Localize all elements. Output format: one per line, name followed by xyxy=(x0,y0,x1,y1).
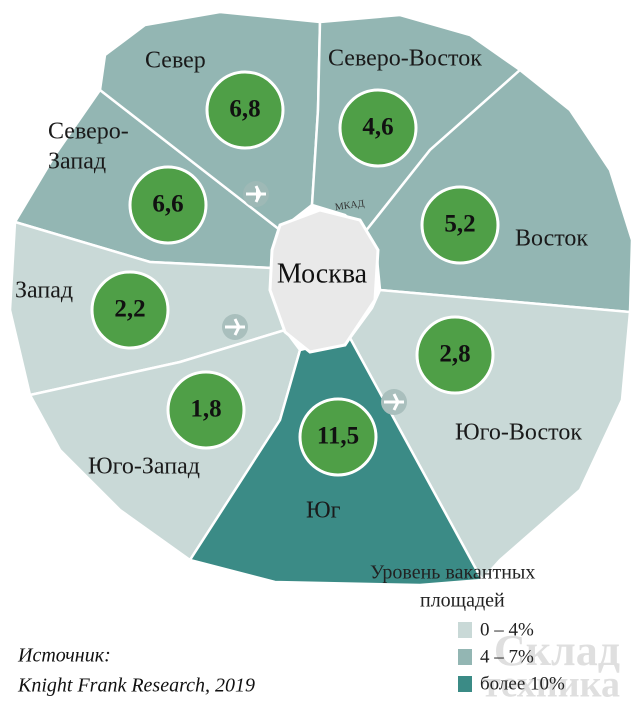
legend-swatch xyxy=(458,622,472,638)
district-value: 1,8 xyxy=(190,396,221,423)
value-circle xyxy=(420,185,500,265)
district-name: Восток xyxy=(515,226,588,252)
legend-title: площадей xyxy=(420,590,505,612)
legend-label: более 10% xyxy=(480,673,565,694)
value-circle xyxy=(298,397,378,477)
legend-label: 4 – 7% xyxy=(480,646,534,667)
district-name: Север xyxy=(145,48,206,74)
airports xyxy=(222,181,407,415)
value-circle xyxy=(205,70,285,150)
value-circle xyxy=(90,270,170,350)
source: Knight Frank Research, 2019 xyxy=(17,675,255,697)
district-name: Юго-Запад xyxy=(88,454,200,480)
ring-road-label: МКАД xyxy=(334,198,365,213)
legend-title: Уровень вакантных xyxy=(370,562,535,584)
district-name: Северо-Восток xyxy=(328,46,482,72)
watermark: Склад xyxy=(494,626,620,675)
airport-icon xyxy=(225,318,245,336)
value-circle xyxy=(166,370,246,450)
legend-swatch xyxy=(458,649,472,665)
district-name: Запад xyxy=(48,149,106,175)
district-value: 4,6 xyxy=(362,114,393,141)
district-name: Юг xyxy=(306,498,341,524)
district-value: 2,8 xyxy=(439,341,470,368)
source: Источник: xyxy=(17,645,111,667)
value-circle xyxy=(338,88,418,168)
legend: 0 – 4% 4 – 7% более 10% xyxy=(458,619,565,694)
district-name: Северо- xyxy=(48,119,129,145)
district-name: Юго-Восток xyxy=(455,420,582,446)
district-value: 6,6 xyxy=(152,191,183,218)
region-moskva xyxy=(268,208,380,354)
district-value: 2,2 xyxy=(114,296,145,323)
center-label: Москва xyxy=(277,258,368,289)
district-name: Запад xyxy=(15,278,73,304)
district-value: 6,8 xyxy=(229,96,260,123)
legend-swatch xyxy=(458,676,472,692)
value-circle xyxy=(415,315,495,395)
watermark: техника xyxy=(482,664,620,706)
legend-label: 0 – 4% xyxy=(480,619,534,640)
district-value: 11,5 xyxy=(317,423,359,450)
airport-icon xyxy=(246,185,266,203)
value-circle xyxy=(128,165,208,245)
airport-icon xyxy=(384,393,404,411)
district-value: 5,2 xyxy=(444,211,475,238)
